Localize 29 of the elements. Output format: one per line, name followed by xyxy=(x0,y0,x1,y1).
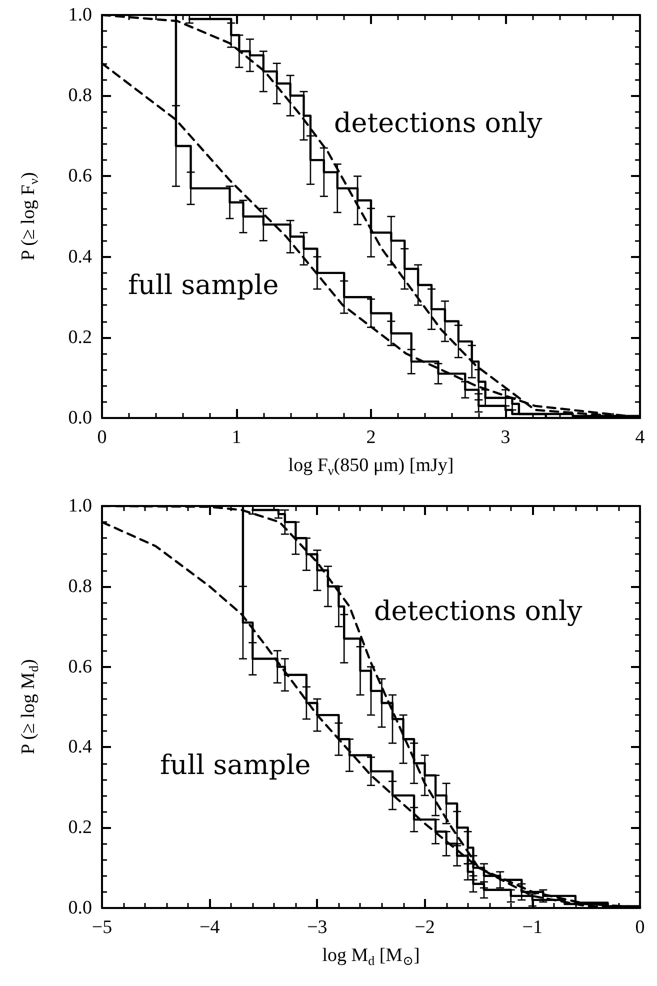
x-tick-label: 1 xyxy=(232,427,242,448)
x-tick-label: −2 xyxy=(414,917,435,938)
x-tick-label: −4 xyxy=(199,917,220,938)
y-tick-label: 0.4 xyxy=(68,246,92,268)
y-axis-title: P (≥ log Fν) xyxy=(18,172,41,260)
y-tick-label: 0.2 xyxy=(68,326,92,348)
x-tick-label: −3 xyxy=(307,917,328,938)
x-tick-label: −5 xyxy=(92,917,112,938)
x-tick-label: 3 xyxy=(500,427,510,448)
y-tick-label: 0.8 xyxy=(68,85,92,106)
y-tick-label: 0.6 xyxy=(68,656,92,678)
y-tick-label: 1.0 xyxy=(68,496,92,516)
legend-label: detections only xyxy=(374,596,584,627)
y-tick-label: 0.4 xyxy=(68,736,92,758)
series-label: full sample xyxy=(128,270,279,301)
y-tick-label: 0.0 xyxy=(68,408,92,428)
series-label: detections only xyxy=(334,108,544,139)
x-tick-label: −1 xyxy=(522,917,543,938)
x-tick-label: 2 xyxy=(366,427,376,448)
y-axis-title: P (≥ log Md) xyxy=(18,659,41,754)
y-tick-label: 1.0 xyxy=(68,4,92,26)
y-tick-label: 0.2 xyxy=(68,817,92,838)
x-tick-label: 0 xyxy=(635,917,645,938)
x-tick-label: 0 xyxy=(97,427,107,448)
y-tick-label: 0.6 xyxy=(68,166,92,187)
series-label: full sample xyxy=(160,750,311,781)
x-tick-label: 4 xyxy=(635,427,646,448)
y-tick-label: 0.0 xyxy=(68,898,92,918)
y-tick-label: 0.8 xyxy=(68,576,92,597)
